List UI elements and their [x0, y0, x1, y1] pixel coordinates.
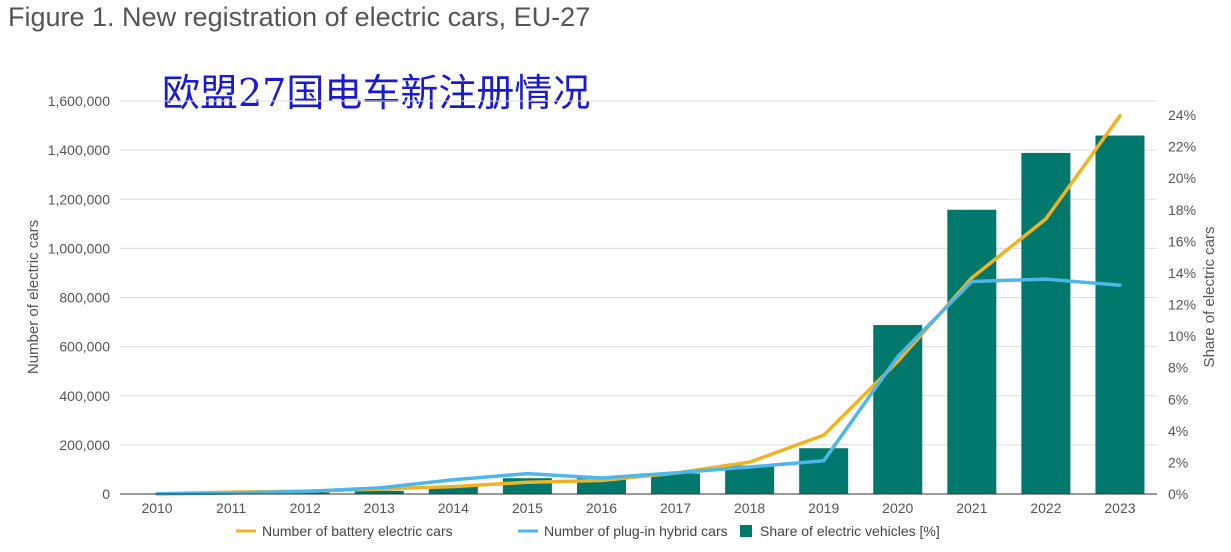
y2-tick-label: 2% [1168, 454, 1188, 470]
legend: Number of battery electric cars Number of… [236, 523, 940, 539]
y2-tick-label: 22% [1168, 139, 1196, 155]
x-tick-label: 2020 [882, 500, 913, 516]
x-tick-label: 2010 [141, 500, 172, 516]
bar-share-2023 [1095, 135, 1145, 494]
x-tick-label: 2013 [364, 500, 395, 516]
line-plug-in-hybrid [155, 277, 1122, 496]
y2-tick-label: 0% [1168, 486, 1188, 502]
y-tick-label: 1,600,000 [48, 93, 110, 109]
x-tick-label: 2019 [808, 500, 839, 516]
y-tick-label: 1,000,000 [48, 240, 110, 256]
y-tick-label: 800,000 [59, 290, 110, 306]
bar-share-2022 [1021, 152, 1071, 494]
y2-tick-label: 14% [1168, 265, 1196, 281]
y-tick-label: 1,200,000 [48, 191, 110, 207]
x-tick-label: 2021 [956, 500, 987, 516]
y2-tick-label: 12% [1168, 297, 1196, 313]
y2-axis-label: Share of electric cars [1201, 227, 1218, 368]
x-tick-label: 2017 [660, 500, 691, 516]
series-lines [155, 113, 1122, 496]
y2-tick-label: 8% [1168, 360, 1188, 376]
bars [206, 135, 1145, 494]
x-tick-label: 2016 [586, 500, 617, 516]
y-tick-label: 600,000 [59, 339, 110, 355]
bar-share-2017 [651, 473, 701, 494]
bar-share-2013 [354, 490, 404, 494]
y2-tick-label: 18% [1168, 202, 1196, 218]
bar-share-2020 [873, 325, 923, 494]
x-tick-label: 2023 [1104, 500, 1135, 516]
y2-tick-label: 10% [1168, 328, 1196, 344]
x-tick-label: 2018 [734, 500, 765, 516]
x-tick-label: 2012 [290, 500, 321, 516]
y2-tick-label: 4% [1168, 423, 1188, 439]
y-tick-label: 1,400,000 [48, 142, 110, 158]
x-tick-label: 2022 [1030, 500, 1061, 516]
chart-title: 欧盟27国电车新注册情况 [162, 71, 591, 115]
legend-label: Number of plug-in hybrid cars [544, 523, 728, 539]
x-tick-label: 2011 [216, 500, 246, 516]
legend-swatch [740, 525, 752, 537]
legend-label: Share of electric vehicles [%] [760, 523, 940, 539]
figure-title: Figure 1. New registration of electric c… [8, 2, 591, 32]
bar-share-2018 [725, 465, 775, 494]
legend-label: Number of battery electric cars [262, 523, 453, 539]
y2-tick-label: 20% [1168, 170, 1196, 186]
y-axis-label: Number of electric cars [25, 220, 42, 374]
y2-tick-label: 6% [1168, 391, 1188, 407]
y2-tick-label: 16% [1168, 233, 1196, 249]
bar-share-2021 [947, 209, 997, 494]
axes: 0 200,000 400,000 600,000 800,000 1,000,000 1,… [48, 93, 1196, 516]
bar-share-2019 [799, 448, 849, 494]
y-tick-label: 400,000 [59, 388, 110, 404]
y2-tick-label: 24% [1168, 107, 1196, 123]
x-tick-label: 2014 [438, 500, 469, 516]
bar-share-2014 [428, 486, 478, 494]
y-tick-label: 0 [102, 486, 110, 502]
y-tick-label: 200,000 [59, 437, 110, 453]
gridlines [120, 100, 1157, 446]
x-tick-label: 2015 [512, 500, 543, 516]
